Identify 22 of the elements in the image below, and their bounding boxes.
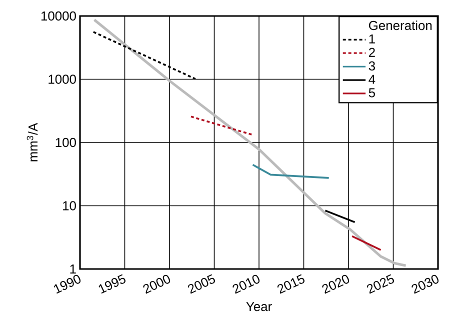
x-tick-label: 2010: [232, 274, 260, 294]
legend-label: 2: [369, 48, 375, 57]
x-tick-label: 2000: [143, 274, 170, 294]
x-tick-label: 2030: [412, 274, 439, 294]
x-tick-label: 2020: [322, 274, 350, 294]
y-axis-title: mm$^{3}$/A: [26, 122, 38, 162]
y-tick-label: 100: [56, 138, 76, 148]
legend-title: Generation: [369, 20, 432, 30]
y-tick-label: 1000: [48, 74, 76, 84]
legend-label: 1: [369, 34, 375, 44]
legend-label: 3: [368, 61, 375, 71]
y-tick-label: 10: [63, 201, 76, 210]
legend-label: 4: [368, 74, 376, 84]
y-tick-label: 10000: [41, 11, 76, 21]
x-tick-label: 1995: [98, 274, 126, 294]
legend-label: 5: [368, 88, 375, 98]
x-axis-title: Year: [246, 302, 272, 312]
x-tick-label: 1990: [54, 274, 81, 294]
x-tick-label: 2015: [277, 274, 304, 294]
x-tick-label: 2025: [366, 274, 394, 294]
y-tick-label: 1: [70, 264, 76, 274]
x-tick-label: 2005: [188, 274, 215, 294]
